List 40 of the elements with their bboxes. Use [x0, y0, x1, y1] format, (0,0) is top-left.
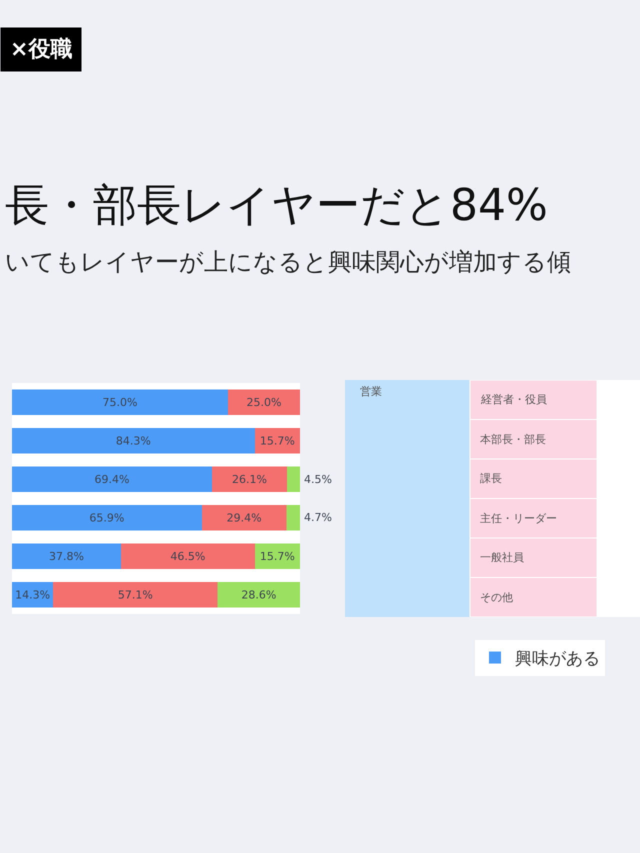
category-label: 経営者・役員	[481, 393, 547, 406]
data-label: 75.0%	[102, 396, 138, 409]
bar	[12, 543, 121, 570]
data-label: 26.1%	[232, 472, 267, 486]
bar	[286, 504, 300, 531]
data-label: 14.3%	[15, 588, 50, 602]
bar	[212, 466, 288, 492]
data-label: 28.6%	[241, 588, 276, 602]
data-label: 15.7%	[260, 550, 295, 563]
chart-title: 長・部長レイヤーだと84%	[5, 180, 548, 231]
data-label: 46.5%	[170, 550, 206, 563]
data-label: 29.4%	[226, 511, 262, 524]
bar	[53, 582, 218, 608]
data-label: 57.1%	[118, 588, 153, 602]
bar	[12, 428, 255, 454]
chart-subtitle: いてもレイヤーが上になると興味関心が増加する傾	[5, 248, 571, 276]
data-label: 15.7%	[260, 434, 295, 448]
bar	[287, 466, 300, 492]
category-label: 課長	[480, 472, 502, 485]
bar	[12, 389, 228, 416]
bar	[202, 504, 286, 531]
bar	[12, 504, 202, 531]
legend-label: 興味がある	[515, 649, 600, 670]
bar	[228, 389, 300, 416]
data-label: 84.3%	[116, 434, 151, 448]
data-label: 4.7%	[304, 511, 332, 524]
data-label: 4.5%	[304, 473, 332, 486]
category-label: 主任・リーダー	[480, 512, 557, 525]
bar	[12, 466, 212, 492]
category-label: その他	[480, 591, 513, 604]
bar	[120, 543, 255, 570]
data-label: 65.9%	[89, 511, 124, 524]
text: 営業	[360, 385, 382, 398]
text: ×役職	[10, 37, 72, 62]
data-label: 25.0%	[246, 396, 282, 409]
data-label: 69.4%	[94, 472, 130, 486]
category-label: 一般社員	[480, 551, 524, 564]
bar	[218, 582, 300, 608]
data-label: 37.8%	[48, 550, 84, 563]
category-label: 本部長・部長	[480, 433, 546, 446]
